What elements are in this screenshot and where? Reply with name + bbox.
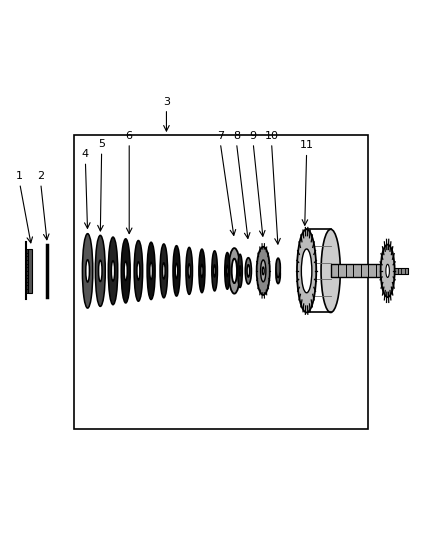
Ellipse shape <box>173 246 180 296</box>
Ellipse shape <box>160 244 168 298</box>
Ellipse shape <box>212 251 217 291</box>
Ellipse shape <box>124 261 127 280</box>
Ellipse shape <box>137 262 140 280</box>
Text: 4: 4 <box>82 149 89 159</box>
Ellipse shape <box>381 245 395 297</box>
Ellipse shape <box>245 258 251 284</box>
Text: 9: 9 <box>250 131 257 141</box>
Ellipse shape <box>386 264 389 278</box>
Ellipse shape <box>247 265 250 277</box>
Ellipse shape <box>257 247 270 295</box>
Ellipse shape <box>188 264 191 278</box>
Ellipse shape <box>186 247 193 294</box>
Text: 7: 7 <box>217 131 224 141</box>
Ellipse shape <box>276 264 280 284</box>
Ellipse shape <box>95 236 105 306</box>
Text: 3: 3 <box>163 96 170 107</box>
Ellipse shape <box>201 264 203 277</box>
Bar <box>25 249 28 293</box>
Ellipse shape <box>226 265 228 277</box>
Ellipse shape <box>301 249 312 293</box>
Bar <box>331 264 383 278</box>
Text: 11: 11 <box>300 140 314 150</box>
Bar <box>394 268 408 273</box>
Ellipse shape <box>199 249 205 293</box>
Ellipse shape <box>321 229 340 312</box>
Ellipse shape <box>238 254 242 287</box>
Ellipse shape <box>82 233 93 308</box>
Text: 10: 10 <box>265 131 279 141</box>
Ellipse shape <box>262 267 264 274</box>
Ellipse shape <box>121 239 130 303</box>
Text: 1: 1 <box>16 171 23 181</box>
Ellipse shape <box>229 248 240 294</box>
Bar <box>28 249 32 293</box>
Ellipse shape <box>150 262 152 279</box>
Ellipse shape <box>111 261 115 281</box>
Ellipse shape <box>108 237 118 305</box>
Ellipse shape <box>134 240 143 301</box>
Ellipse shape <box>225 253 230 289</box>
Ellipse shape <box>99 260 102 281</box>
Text: 8: 8 <box>233 131 240 141</box>
Ellipse shape <box>232 259 237 283</box>
Ellipse shape <box>261 260 266 282</box>
Text: 5: 5 <box>98 139 105 149</box>
Ellipse shape <box>239 266 241 276</box>
Ellipse shape <box>175 263 178 278</box>
Text: 2: 2 <box>37 171 44 181</box>
Ellipse shape <box>214 265 215 277</box>
Ellipse shape <box>276 258 280 278</box>
Text: 6: 6 <box>126 131 133 141</box>
Ellipse shape <box>147 242 155 300</box>
Bar <box>74 135 368 429</box>
Ellipse shape <box>162 263 165 279</box>
Ellipse shape <box>86 260 89 282</box>
Ellipse shape <box>297 229 316 312</box>
